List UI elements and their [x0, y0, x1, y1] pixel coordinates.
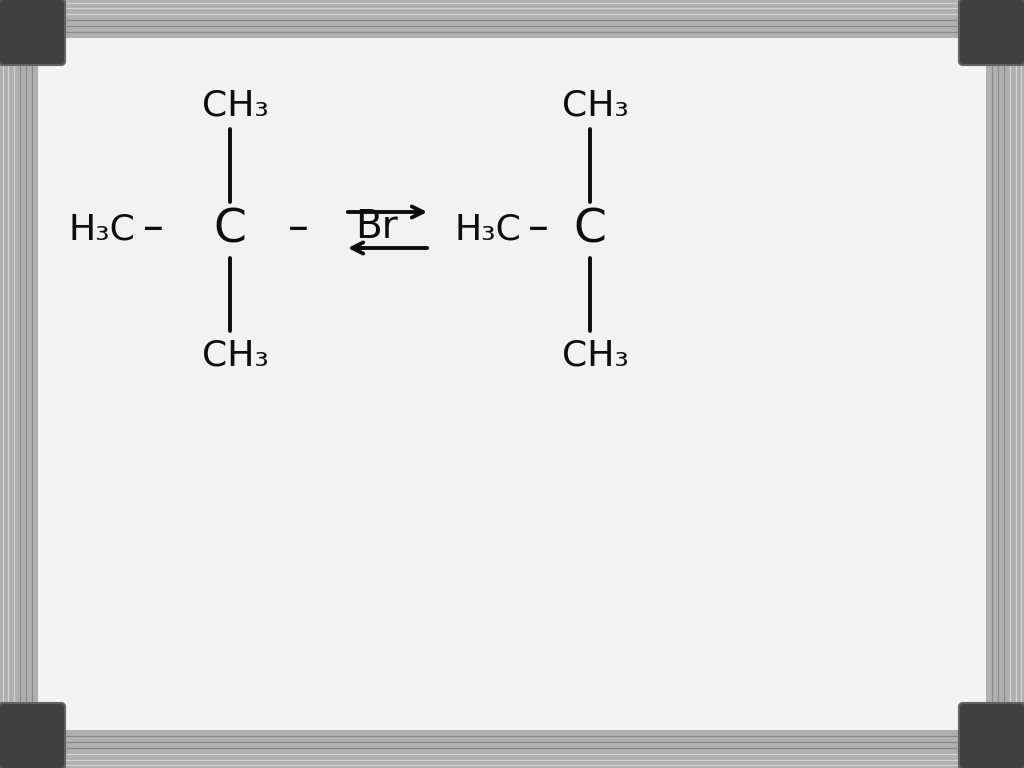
Text: –: –: [288, 207, 308, 249]
Text: –: –: [527, 207, 549, 249]
FancyBboxPatch shape: [959, 0, 1024, 65]
Text: CH₃: CH₃: [561, 338, 629, 372]
FancyBboxPatch shape: [0, 0, 65, 65]
Text: C: C: [573, 207, 606, 253]
Text: CH₃: CH₃: [561, 88, 629, 122]
Text: CH₃: CH₃: [202, 88, 268, 122]
Text: CH₃: CH₃: [202, 338, 268, 372]
Text: C: C: [214, 207, 247, 253]
Text: Br: Br: [355, 208, 397, 246]
Text: H₃C: H₃C: [68, 213, 135, 247]
FancyBboxPatch shape: [959, 703, 1024, 768]
Text: H₃C: H₃C: [455, 213, 522, 247]
FancyBboxPatch shape: [0, 703, 65, 768]
Text: –: –: [142, 207, 164, 249]
